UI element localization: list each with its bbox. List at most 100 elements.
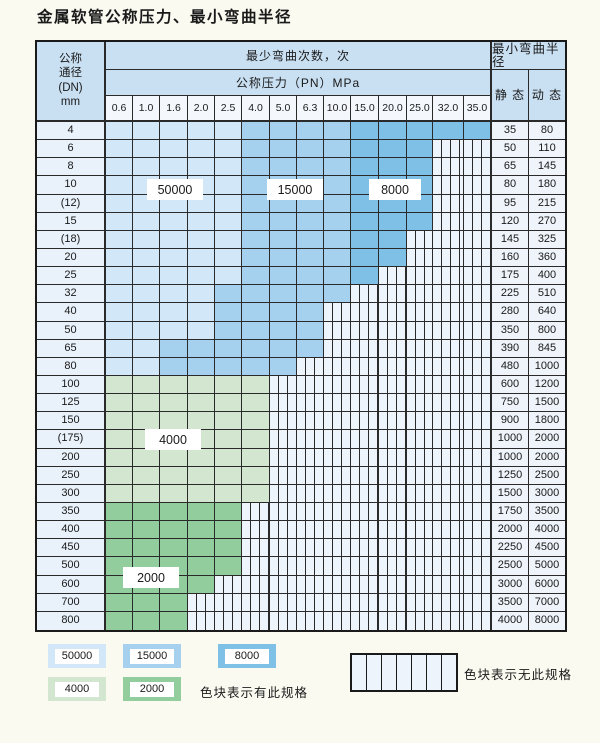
static-radius-value: 2500: [492, 557, 529, 576]
cell-b15: [242, 212, 270, 231]
cell-x: [407, 521, 433, 540]
dynamic-radius-value: 800: [529, 321, 565, 340]
static-radius-value: 35: [492, 122, 529, 141]
cell-x: [297, 557, 324, 576]
static-radius-value: 145: [492, 230, 529, 249]
cell-x: [297, 521, 324, 540]
cell-x: [297, 611, 324, 630]
row-dn-label: 25: [37, 267, 106, 286]
cell-x: [433, 430, 464, 449]
cell-x: [464, 321, 492, 340]
cell-x: [379, 466, 407, 485]
cell-b50: [133, 212, 160, 231]
row-dn-label: 200: [37, 448, 106, 467]
cell-b15: [270, 339, 297, 358]
dynamic-radius-value: 110: [529, 140, 565, 159]
cell-g4: [160, 448, 188, 467]
row-dn-label: 80: [37, 357, 106, 376]
cell-x: [464, 230, 492, 249]
cell-x: [407, 593, 433, 612]
cell-x: [464, 484, 492, 503]
cell-g4: [215, 412, 242, 431]
dynamic-radius-value: 845: [529, 339, 565, 358]
cell-b50: [106, 140, 133, 159]
cell-b50: [160, 158, 188, 177]
cell-b50: [188, 122, 215, 141]
spec-table: 公称 通径 (DN) mm 最少弯曲次数，次 最小弯曲半径 公称压力（PN）MPa 静 态动 …: [35, 40, 567, 632]
row-dn-label: 500: [37, 557, 106, 576]
header-dn-line: 通径: [59, 67, 82, 79]
cell-g2: [188, 575, 215, 594]
cell-b15: [270, 212, 297, 231]
cell-x: [270, 430, 297, 449]
cell-x: [433, 212, 464, 231]
cell-g2: [188, 539, 215, 558]
cell-b50: [188, 248, 215, 268]
row-dn-label: 4: [37, 122, 106, 141]
cell-x: [242, 521, 270, 540]
cell-b15: [242, 339, 270, 358]
cell-b8: [351, 140, 379, 159]
cell-b8: [433, 122, 464, 141]
row-dn-label: (18): [37, 230, 106, 249]
cell-g4: [160, 394, 188, 413]
cell-x: [433, 611, 464, 630]
cell-g4: [133, 375, 160, 395]
static-radius-value: 1500: [492, 484, 529, 503]
cell-x: [464, 339, 492, 358]
cell-b50: [106, 194, 133, 213]
cell-x: [297, 502, 324, 522]
row-dn-label: 6: [37, 140, 106, 159]
cell-g4: [242, 466, 270, 485]
cell-b8: [351, 122, 379, 141]
cell-b50: [188, 285, 215, 304]
cell-b8: [379, 248, 407, 268]
cell-x: [464, 394, 492, 413]
cell-x: [464, 158, 492, 177]
cell-x: [379, 412, 407, 431]
cell-g4: [188, 375, 215, 395]
cell-b50: [188, 158, 215, 177]
cell-x: [351, 357, 379, 376]
cell-b15: [242, 158, 270, 177]
cell-b15: [242, 357, 270, 376]
cell-x: [297, 466, 324, 485]
legend-swatch-label: 15000: [130, 648, 174, 664]
cell-x: [464, 285, 492, 304]
cell-b50: [160, 140, 188, 159]
cell-x: [324, 611, 351, 630]
cell-b15: [324, 158, 351, 177]
cell-x: [407, 575, 433, 594]
dynamic-radius-value: 360: [529, 248, 565, 268]
legend-swatch-15000: 15000: [123, 644, 181, 668]
cell-b15: [242, 248, 270, 268]
cell-b15: [270, 140, 297, 159]
dynamic-radius-value: 4000: [529, 521, 565, 540]
cell-g4: [106, 375, 133, 395]
cell-b15: [270, 321, 297, 340]
cell-x: [433, 484, 464, 503]
cell-b8: [464, 122, 492, 141]
cell-b50: [133, 357, 160, 376]
dynamic-radius-value: 510: [529, 285, 565, 304]
cell-x: [324, 430, 351, 449]
row-dn-label: 600: [37, 575, 106, 594]
legend-swatch-4000: 4000: [48, 677, 106, 701]
cell-b50: [106, 321, 133, 340]
row-dn-label: 150: [37, 412, 106, 431]
cell-x: [351, 611, 379, 630]
cell-b15: [297, 140, 324, 159]
header-pn-value: 1.6: [160, 96, 188, 122]
cell-x: [433, 557, 464, 576]
cell-b50: [215, 194, 242, 213]
cell-b8: [379, 212, 407, 231]
cell-x: [379, 339, 407, 358]
cell-x: [379, 484, 407, 503]
cell-x: [351, 557, 379, 576]
cell-g2: [106, 521, 133, 540]
cell-x: [297, 593, 324, 612]
cell-b8: [379, 230, 407, 249]
cell-g4: [133, 484, 160, 503]
cell-x: [464, 375, 492, 395]
